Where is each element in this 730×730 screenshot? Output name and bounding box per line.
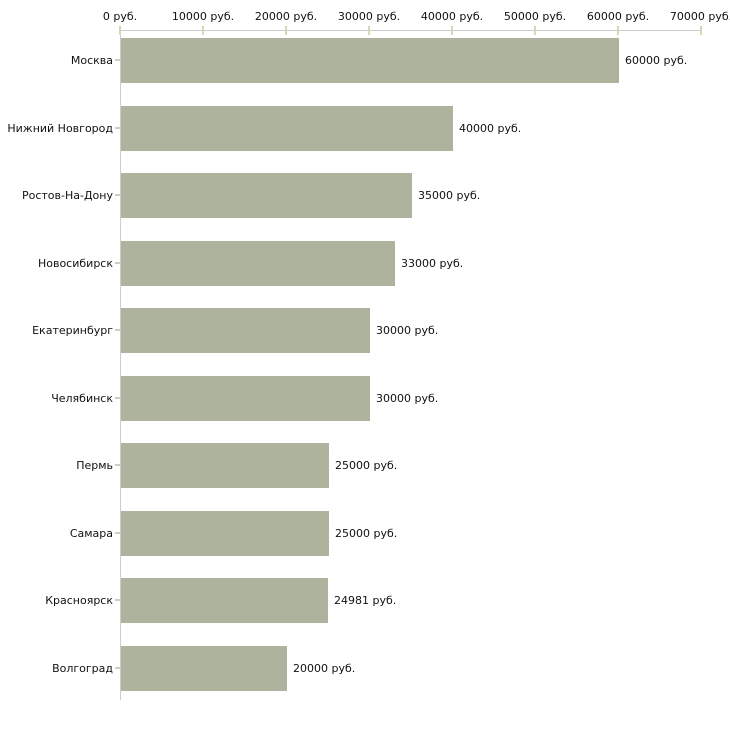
category-tick-mark	[115, 667, 120, 669]
category-tick-mark	[115, 397, 120, 399]
bar-1	[121, 38, 619, 83]
bar-7	[121, 443, 329, 488]
category-label: Челябинск	[51, 392, 113, 405]
category-tick-mark	[115, 127, 120, 129]
bar-2	[121, 106, 453, 151]
category-tick-mark	[115, 532, 120, 534]
category-label: Нижний Новгород	[7, 122, 113, 135]
x-tick-mark	[451, 26, 453, 35]
x-tick-mark	[202, 26, 204, 35]
bar-8	[121, 511, 329, 556]
x-tick-label: 0 руб.	[102, 10, 138, 23]
category-label: Самара	[69, 527, 113, 540]
value-label: 20000 руб.	[293, 662, 356, 675]
x-tick-label: 60000 руб.	[586, 10, 650, 23]
bar-3	[121, 173, 412, 218]
x-tick-label: 50000 руб.	[503, 10, 567, 23]
bar-10	[121, 646, 287, 691]
bar-6	[121, 376, 370, 421]
category-tick-mark	[115, 194, 120, 196]
x-tick-mark	[119, 26, 121, 35]
value-label: 25000 руб.	[335, 527, 398, 540]
category-label: Москва	[70, 54, 113, 67]
bar-5	[121, 308, 370, 353]
category-label: Пермь	[76, 459, 113, 472]
category-label: Новосибирск	[37, 257, 113, 270]
value-label: 60000 руб.	[625, 54, 688, 67]
category-label: Ростов-На-Дону	[21, 189, 113, 202]
bar-9	[121, 578, 328, 623]
x-tick-label: 30000 руб.	[337, 10, 401, 23]
x-tick-mark	[285, 26, 287, 35]
x-tick-label: 20000 руб.	[254, 10, 318, 23]
value-label: 35000 руб.	[418, 189, 481, 202]
value-label: 24981 руб.	[334, 594, 397, 607]
category-tick-mark	[115, 329, 120, 331]
bar-4	[121, 241, 395, 286]
category-tick-mark	[115, 599, 120, 601]
category-label: Екатеринбург	[32, 324, 113, 337]
value-label: 30000 руб.	[376, 324, 439, 337]
x-tick-label: 40000 руб.	[420, 10, 484, 23]
category-tick-mark	[115, 262, 120, 264]
value-label: 33000 руб.	[401, 257, 464, 270]
x-tick-mark	[534, 26, 536, 35]
value-label: 25000 руб.	[335, 459, 398, 472]
x-tick-mark	[617, 26, 619, 35]
category-tick-mark	[115, 59, 120, 61]
category-label: Красноярск	[45, 594, 113, 607]
x-tick-label: 10000 руб.	[171, 10, 235, 23]
x-axis-line	[120, 30, 702, 31]
category-tick-mark	[115, 464, 120, 466]
x-tick-mark	[368, 26, 370, 35]
value-label: 30000 руб.	[376, 392, 439, 405]
value-label: 40000 руб.	[459, 122, 522, 135]
category-label: Волгоград	[52, 662, 113, 675]
x-tick-mark	[700, 26, 702, 35]
y-axis-line	[120, 30, 121, 700]
x-tick-label: 70000 руб.	[669, 10, 730, 23]
